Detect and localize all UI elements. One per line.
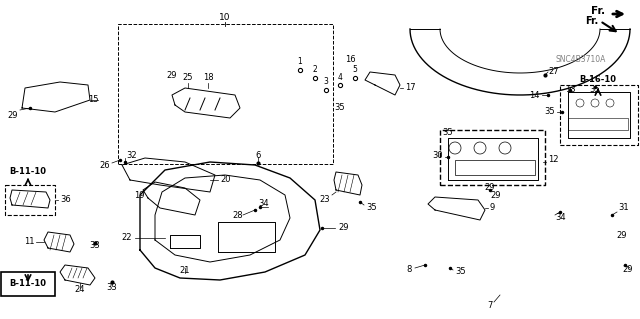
Text: 24: 24 bbox=[75, 286, 85, 294]
Text: 4: 4 bbox=[337, 72, 342, 81]
Text: 6: 6 bbox=[255, 151, 260, 160]
Text: 36: 36 bbox=[60, 196, 71, 204]
Text: 12: 12 bbox=[548, 155, 559, 165]
Text: 11: 11 bbox=[24, 238, 35, 247]
Text: 29: 29 bbox=[338, 224, 349, 233]
Text: 2: 2 bbox=[312, 65, 317, 75]
Text: 5: 5 bbox=[353, 65, 357, 75]
Text: 29: 29 bbox=[167, 71, 177, 80]
Text: 31: 31 bbox=[618, 204, 628, 212]
Text: 35: 35 bbox=[455, 268, 466, 277]
Text: 35: 35 bbox=[545, 108, 555, 116]
Text: B-11-10: B-11-10 bbox=[10, 167, 47, 176]
Text: 22: 22 bbox=[122, 234, 132, 242]
Text: 28: 28 bbox=[232, 211, 243, 219]
Text: 33: 33 bbox=[90, 241, 100, 249]
Text: 29: 29 bbox=[616, 231, 627, 240]
Text: 34: 34 bbox=[555, 213, 566, 222]
Bar bbox=[568, 118, 628, 130]
Text: 26: 26 bbox=[99, 160, 110, 169]
Text: 34: 34 bbox=[258, 198, 269, 207]
Text: 29: 29 bbox=[490, 190, 500, 199]
Text: 35: 35 bbox=[443, 128, 453, 137]
Text: 15: 15 bbox=[88, 95, 99, 105]
Text: 35: 35 bbox=[335, 103, 346, 113]
Bar bbox=[455, 160, 535, 175]
Text: 16: 16 bbox=[345, 56, 355, 64]
Text: 23: 23 bbox=[319, 196, 330, 204]
Text: 1: 1 bbox=[298, 57, 302, 66]
Bar bbox=[118, 24, 333, 164]
Text: 35: 35 bbox=[589, 85, 600, 94]
Text: 21: 21 bbox=[180, 266, 190, 275]
Text: 20: 20 bbox=[220, 175, 230, 184]
Text: 33: 33 bbox=[107, 284, 117, 293]
Text: 13: 13 bbox=[564, 85, 575, 94]
Text: 3: 3 bbox=[324, 78, 328, 86]
Text: 30: 30 bbox=[433, 151, 443, 160]
Text: 7: 7 bbox=[487, 300, 493, 309]
Text: 29: 29 bbox=[8, 110, 18, 120]
Text: 32: 32 bbox=[126, 151, 136, 160]
Text: 35: 35 bbox=[366, 203, 376, 211]
Text: 8: 8 bbox=[406, 265, 412, 275]
Text: 17: 17 bbox=[405, 84, 415, 93]
Text: B-11-10: B-11-10 bbox=[10, 279, 47, 288]
Text: 29: 29 bbox=[484, 183, 495, 192]
Text: SNC4B3710A: SNC4B3710A bbox=[555, 56, 605, 64]
Text: 10: 10 bbox=[220, 13, 231, 22]
Text: B-16-10: B-16-10 bbox=[579, 76, 616, 85]
Text: 14: 14 bbox=[529, 91, 540, 100]
Text: 18: 18 bbox=[203, 73, 213, 82]
Text: 25: 25 bbox=[183, 73, 193, 82]
Text: 27: 27 bbox=[548, 68, 559, 77]
Text: 9: 9 bbox=[490, 204, 495, 212]
Text: Fr.: Fr. bbox=[591, 6, 605, 16]
Text: Fr.: Fr. bbox=[585, 16, 598, 26]
Text: 19: 19 bbox=[134, 190, 145, 199]
Text: 29: 29 bbox=[623, 265, 633, 275]
